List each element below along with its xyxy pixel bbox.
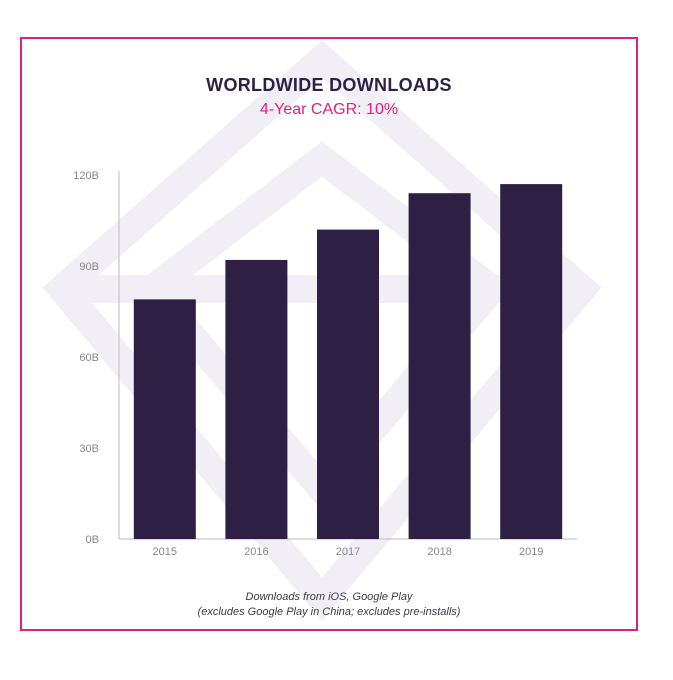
x-tick-label-2015: 2015 bbox=[153, 546, 177, 558]
bar-2019 bbox=[500, 184, 563, 539]
bar-2018 bbox=[408, 193, 471, 539]
footnote: Downloads from iOS, Google Play (exclude… bbox=[22, 590, 636, 620]
footnote-line-2: (excludes Google Play in China; excludes… bbox=[197, 606, 461, 618]
x-tick-label-2018: 2018 bbox=[427, 546, 451, 558]
footnote-line-1: Downloads from iOS, Google Play bbox=[245, 591, 413, 603]
y-tick-label-4: 120B bbox=[73, 170, 99, 182]
chart-title: WORLDWIDE DOWNLOADS bbox=[206, 75, 452, 95]
y-tick-label-2: 60B bbox=[79, 352, 99, 364]
y-tick-label-3: 90B bbox=[79, 261, 99, 273]
bar-2016 bbox=[225, 259, 288, 539]
x-tick-label-2016: 2016 bbox=[244, 546, 268, 558]
bar-2015 bbox=[133, 299, 196, 539]
chart-subtitle: 4-Year CAGR: 10% bbox=[259, 101, 399, 118]
bar-2017 bbox=[317, 229, 379, 539]
x-tick-label-2019: 2019 bbox=[519, 546, 543, 558]
x-tick-label-2017: 2017 bbox=[336, 546, 360, 558]
y-tick-label-1: 30B bbox=[79, 443, 99, 455]
bar-chart: 0B 30B 60B 90B 120B 2015 2016 2017 2018 2019 bbox=[73, 170, 577, 558]
y-tick-label-0: 0B bbox=[86, 534, 99, 546]
chart-frame: WORLDWIDE DOWNLOADS 4-Year CAGR: 10% 0B 3… bbox=[20, 37, 638, 631]
